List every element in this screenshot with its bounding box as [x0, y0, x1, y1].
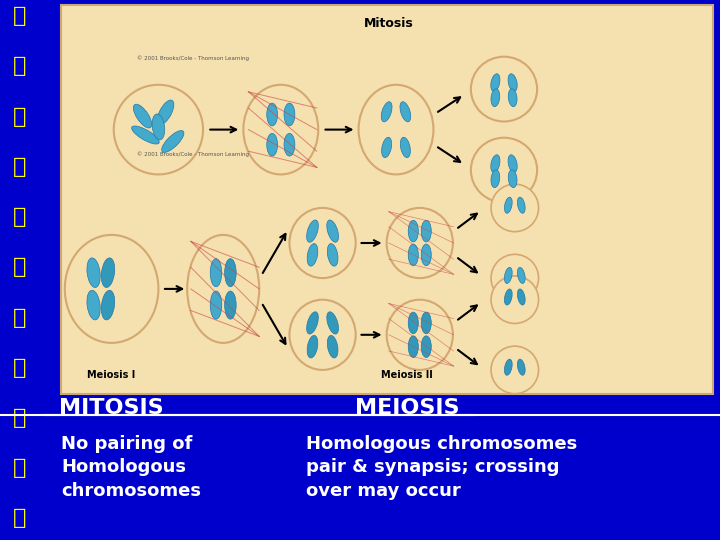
Ellipse shape: [518, 197, 525, 213]
Ellipse shape: [471, 138, 537, 202]
Ellipse shape: [471, 57, 537, 122]
Ellipse shape: [152, 114, 165, 140]
Ellipse shape: [158, 100, 174, 125]
Ellipse shape: [289, 208, 356, 278]
Text: 裂: 裂: [13, 157, 26, 177]
Ellipse shape: [327, 312, 338, 334]
Ellipse shape: [421, 312, 431, 334]
Ellipse shape: [508, 155, 517, 172]
Ellipse shape: [508, 74, 517, 91]
Text: 比: 比: [13, 458, 26, 478]
Ellipse shape: [162, 131, 184, 152]
Ellipse shape: [382, 137, 392, 158]
Text: Meiosis II: Meiosis II: [381, 370, 433, 380]
Ellipse shape: [400, 137, 410, 158]
Ellipse shape: [307, 244, 318, 266]
Text: 裂: 裂: [13, 408, 26, 428]
Ellipse shape: [387, 208, 453, 278]
Ellipse shape: [505, 197, 512, 213]
Ellipse shape: [133, 104, 152, 128]
Ellipse shape: [421, 244, 431, 266]
FancyBboxPatch shape: [61, 5, 713, 394]
Ellipse shape: [387, 300, 453, 370]
Ellipse shape: [518, 289, 525, 305]
Ellipse shape: [408, 244, 418, 266]
Ellipse shape: [408, 336, 418, 357]
Ellipse shape: [187, 235, 259, 343]
Ellipse shape: [491, 276, 539, 323]
Text: © 2001 Brooks/Cole - Thomson Learning: © 2001 Brooks/Cole - Thomson Learning: [137, 56, 249, 61]
Text: Meiosis I: Meiosis I: [87, 370, 136, 380]
Ellipse shape: [491, 346, 539, 394]
Ellipse shape: [505, 289, 512, 305]
Ellipse shape: [491, 170, 500, 187]
Ellipse shape: [307, 312, 318, 334]
Text: 较: 较: [13, 508, 26, 529]
Ellipse shape: [508, 89, 517, 106]
Text: 分: 分: [13, 106, 26, 127]
Ellipse shape: [267, 103, 278, 126]
Text: 丝: 丝: [13, 56, 26, 77]
Ellipse shape: [421, 220, 431, 242]
Text: 减: 减: [13, 257, 26, 278]
Ellipse shape: [421, 336, 431, 357]
Ellipse shape: [225, 259, 236, 287]
Text: 分: 分: [13, 357, 26, 378]
Ellipse shape: [87, 258, 100, 287]
Ellipse shape: [491, 89, 500, 106]
Text: Mitosis: Mitosis: [364, 17, 414, 30]
Ellipse shape: [225, 291, 236, 319]
Ellipse shape: [114, 85, 203, 174]
Ellipse shape: [102, 291, 114, 320]
Ellipse shape: [284, 103, 295, 126]
Text: 数: 数: [13, 307, 26, 328]
Ellipse shape: [284, 133, 295, 156]
Ellipse shape: [132, 126, 159, 144]
Text: MITOSIS: MITOSIS: [59, 397, 164, 418]
Ellipse shape: [65, 235, 158, 343]
Ellipse shape: [328, 244, 338, 266]
Ellipse shape: [491, 184, 539, 232]
Ellipse shape: [508, 170, 517, 187]
Ellipse shape: [518, 267, 525, 284]
Ellipse shape: [210, 291, 222, 319]
Ellipse shape: [491, 254, 539, 302]
Ellipse shape: [289, 300, 356, 370]
Ellipse shape: [267, 133, 278, 156]
Ellipse shape: [505, 267, 512, 284]
Ellipse shape: [307, 220, 318, 242]
Ellipse shape: [491, 155, 500, 172]
Text: MEIOSIS: MEIOSIS: [354, 397, 459, 418]
Ellipse shape: [87, 291, 100, 320]
Ellipse shape: [210, 259, 222, 287]
Ellipse shape: [382, 102, 392, 122]
Ellipse shape: [408, 312, 418, 334]
Ellipse shape: [518, 359, 525, 375]
Ellipse shape: [102, 258, 114, 287]
Ellipse shape: [505, 359, 512, 375]
Text: © 2001 Brooks/Cole - Thomson Learning: © 2001 Brooks/Cole - Thomson Learning: [137, 151, 249, 157]
Text: 和: 和: [13, 207, 26, 227]
Ellipse shape: [307, 335, 318, 358]
Text: 有: 有: [13, 6, 26, 26]
Ellipse shape: [243, 85, 318, 174]
Ellipse shape: [491, 74, 500, 91]
Ellipse shape: [359, 85, 433, 174]
Ellipse shape: [328, 335, 338, 358]
Ellipse shape: [408, 220, 418, 242]
Text: Homologous chromosomes
pair & synapsis; crossing
over may occur: Homologous chromosomes pair & synapsis; …: [306, 435, 577, 500]
Ellipse shape: [400, 102, 410, 122]
Text: No pairing of
Homologous
chromosomes: No pairing of Homologous chromosomes: [61, 435, 201, 500]
Ellipse shape: [327, 220, 338, 242]
